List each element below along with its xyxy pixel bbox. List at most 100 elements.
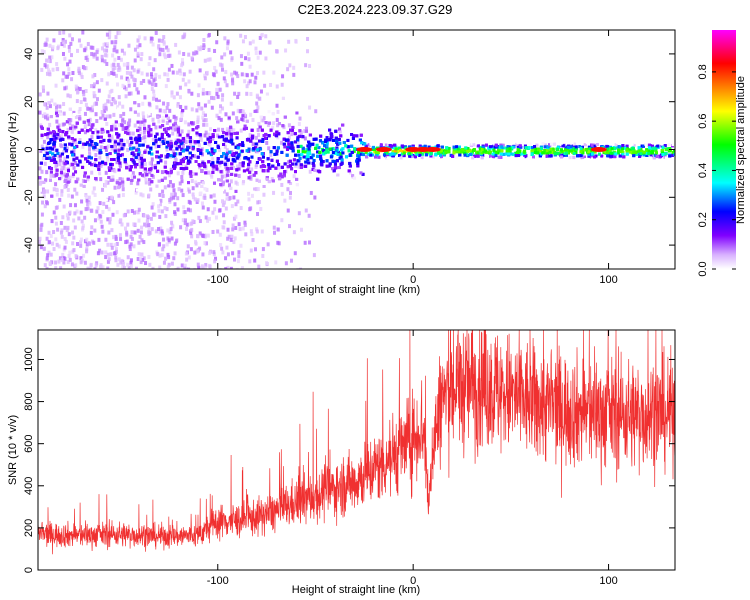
spectrogram-cell xyxy=(86,177,90,182)
spectrogram-cell xyxy=(187,52,191,57)
spectrogram-cell xyxy=(160,253,164,258)
spectrogram-cell xyxy=(162,244,166,249)
spectrogram-cell xyxy=(173,127,177,132)
spectrogram-cell xyxy=(237,222,241,227)
spectrogram-cell xyxy=(207,99,211,104)
spectrogram-cell xyxy=(251,237,255,242)
spectrogram-cell xyxy=(272,190,276,195)
spectrogram-cell xyxy=(158,202,162,207)
spectrogram-cell xyxy=(98,248,102,253)
spectrogram-cell xyxy=(213,207,217,212)
spectrogram-cell xyxy=(137,240,141,245)
spectrogram-cell xyxy=(238,227,242,232)
spectrogram-cell xyxy=(172,114,176,119)
spectrogram-cell xyxy=(135,210,139,215)
spectrogram-cell xyxy=(86,206,90,211)
spectrogram-cell xyxy=(261,247,265,252)
spectrogram-cell xyxy=(138,159,142,164)
spectrogram-cell xyxy=(153,212,157,217)
spectrogram-cell xyxy=(217,116,221,121)
spectrogram-cell xyxy=(150,157,154,162)
spectrogram-cell xyxy=(197,83,201,88)
spectrogram-cell xyxy=(45,113,49,118)
spectrogram-cell xyxy=(230,78,234,83)
spectrogram-cell xyxy=(169,227,173,232)
spectrogram-cell xyxy=(254,163,258,168)
spectrogram-cell xyxy=(207,170,211,175)
spectrogram-cell xyxy=(265,261,269,266)
spectrogram-cell xyxy=(269,153,273,158)
spectrogram-cell xyxy=(196,93,200,98)
spectrogram-cell xyxy=(139,164,143,169)
spectrogram-cell xyxy=(165,207,169,212)
spectrogram-cell xyxy=(253,80,257,85)
spectrogram-cell xyxy=(183,266,187,269)
spectrogram-cell xyxy=(114,255,118,260)
spectrogram-cell xyxy=(288,190,292,195)
spectrogram-cell xyxy=(166,265,170,269)
spectrogram-cell xyxy=(173,202,177,207)
spectrogram-cell xyxy=(303,129,307,134)
spectrogram-cell xyxy=(67,71,71,76)
spectrogram-cell xyxy=(130,65,134,70)
spectrogram-cell xyxy=(180,110,184,115)
spectrogram-cell xyxy=(46,253,50,258)
spectrogram-cell xyxy=(104,147,108,152)
spectrogram-cell xyxy=(119,236,123,241)
spectrogram-cell xyxy=(195,183,199,188)
spectrogram-cell xyxy=(173,241,177,246)
spectrogram-cell xyxy=(66,175,70,180)
spectrogram-cell xyxy=(59,220,63,225)
spectrogram-cell xyxy=(170,261,174,266)
spectrogram-cell xyxy=(120,177,124,182)
spectrogram-cell xyxy=(257,132,261,137)
spectrogram-cell xyxy=(308,63,312,68)
spectrogram-cell xyxy=(251,142,255,147)
spectrogram-cell xyxy=(257,264,261,269)
spectrogram-cell xyxy=(46,64,50,69)
spectrogram-cell xyxy=(199,45,203,50)
spectrogram-cell xyxy=(212,252,216,257)
spectrogram-cell xyxy=(176,266,180,269)
spectrogram-cell xyxy=(198,137,202,142)
spectrogram-cell xyxy=(171,70,175,75)
spectrogram-cell xyxy=(128,164,132,169)
spectrogram-cell xyxy=(93,52,97,57)
spectrogram-cell xyxy=(297,164,301,169)
spectrogram-cell xyxy=(225,245,229,250)
spectrogram-cell xyxy=(156,252,160,257)
spectrogram-cell xyxy=(202,43,206,48)
spectrogram-cell xyxy=(213,65,217,70)
spectrogram-cell xyxy=(42,49,46,54)
spectrogram-cell xyxy=(40,222,44,227)
spectrogram-cell xyxy=(256,187,260,192)
spectrogram-cell xyxy=(248,133,252,138)
spectrogram-cell xyxy=(129,264,133,269)
spectrogram-cell xyxy=(138,256,142,261)
spectrogram-cell xyxy=(126,139,130,144)
spectrogram-cell xyxy=(294,163,298,168)
spectrogram-cell xyxy=(63,156,67,161)
spectrogram-cell xyxy=(154,30,158,35)
spectrogram-cell xyxy=(173,143,177,148)
spectrogram-cell xyxy=(65,146,69,151)
spectrogram-cell xyxy=(182,205,186,210)
spectrogram-cell xyxy=(47,240,51,245)
spectrogram-cell xyxy=(123,85,127,90)
spectrogram-cell xyxy=(48,104,52,109)
spectrogram-cell xyxy=(180,179,184,184)
spectrogram-cell xyxy=(149,216,153,221)
spectrogram-cell xyxy=(51,67,55,72)
spectrogram-cell xyxy=(204,118,208,123)
spectrogram-cell xyxy=(256,55,260,60)
spectrogram-cell xyxy=(167,173,171,178)
spectrogram-cell xyxy=(126,65,130,70)
spectrogram-cell xyxy=(90,52,94,57)
spectrogram-cell xyxy=(67,67,71,72)
spectrogram-cell xyxy=(258,96,262,101)
spectrogram-cell xyxy=(38,110,42,115)
spectrogram-cell xyxy=(211,166,215,171)
spectrogram-cell xyxy=(158,230,162,235)
spectrogram-cell xyxy=(230,56,234,61)
spectrogram-cell xyxy=(81,30,85,35)
